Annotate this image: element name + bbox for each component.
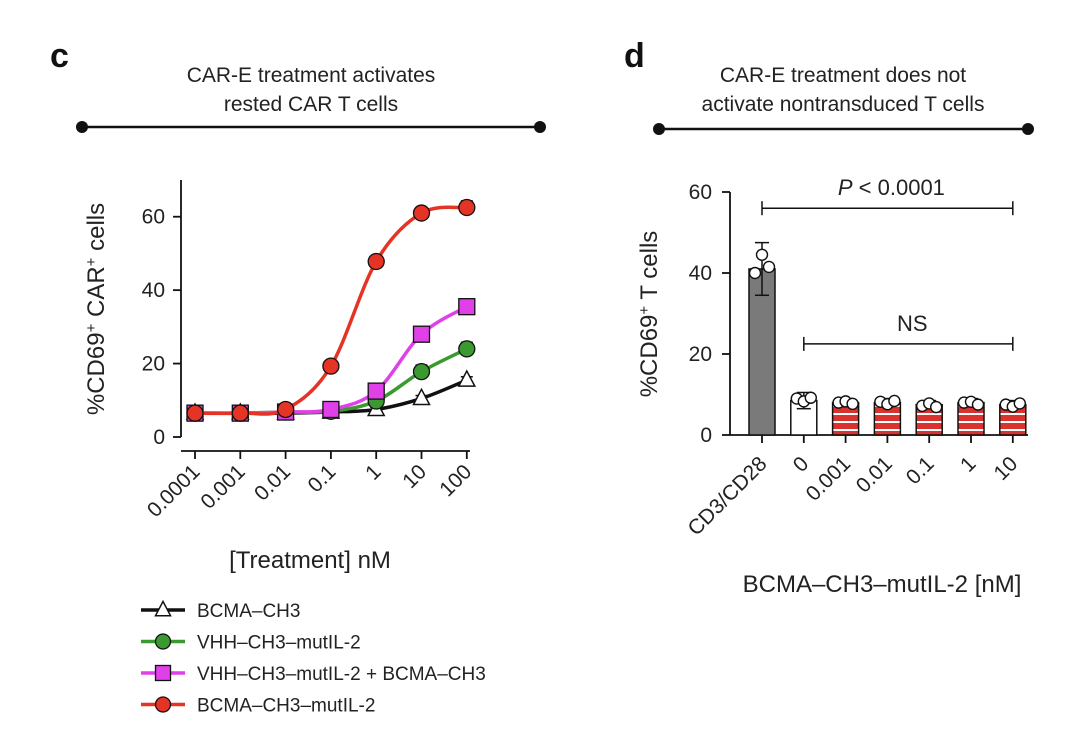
c-x-tick-label: 0.01: [250, 460, 295, 505]
d-y-tick-label: 60: [689, 181, 712, 204]
panel-d-header-line2: activate nontransduced T cells: [702, 93, 985, 116]
c-data-point: [186, 404, 204, 422]
panel-c-header-line1: CAR-E treatment activates: [187, 64, 436, 87]
legend-swatch-marker: [154, 696, 172, 713]
d-x-tick-label: 0.001: [802, 452, 855, 505]
d-y-tick-label: 20: [689, 343, 712, 366]
panel-d-header-line1: CAR-E treatment does not: [720, 64, 966, 87]
d-x-axis-label: BCMA–CH3–mutIL-2 [nM]: [743, 571, 1022, 598]
d-replicate-point: [804, 391, 817, 404]
d-x-tick-label: 0.01: [852, 452, 897, 497]
panel-c-header-line2: rested CAR T cells: [224, 93, 398, 116]
panel-d-header-rule: [653, 123, 1034, 135]
d-replicate-point: [755, 248, 769, 261]
d-replicate-point: [888, 394, 901, 408]
panel-letter-c: c: [50, 37, 69, 75]
d-x-tick-label: 10: [990, 452, 1023, 485]
c-x-tick-label: 100: [435, 460, 476, 501]
legend-label: VHH–CH3–mutIL-2 + BCMA–CH3: [197, 664, 486, 685]
legend-swatch-marker: [154, 599, 172, 617]
d-significance-label: NS: [897, 311, 928, 336]
c-data-point: [457, 369, 477, 387]
c-data-point: [458, 198, 476, 217]
c-x-tick-label: 0.1: [304, 460, 341, 497]
c-data-point: [276, 400, 295, 419]
c-x-tick-label: 0.0001: [143, 460, 205, 522]
c-y-tick-label: 0: [153, 426, 165, 449]
d-significance-label: P < 0.0001: [838, 175, 945, 200]
c-data-point: [458, 340, 476, 358]
c-y-tick-label: 60: [142, 206, 165, 229]
panel-c-header-rule: [76, 121, 546, 133]
d-x-tick-label: 0: [789, 452, 814, 477]
d-y-tick-label: 0: [700, 424, 712, 447]
c-y-tick-label: 40: [142, 279, 165, 302]
c-x-axis-label: [Treatment] nM: [229, 547, 391, 574]
c-data-point: [231, 404, 249, 422]
legend-label: BCMA–CH3–mutIL-2: [197, 696, 375, 717]
d-y-axis-label: %CD69+ T cells: [636, 231, 664, 398]
d-replicate-point: [748, 266, 762, 280]
d-y-tick-label: 40: [689, 262, 712, 285]
c-series-line: [194, 205, 468, 416]
c-data-point: [322, 400, 340, 419]
legend-swatch-marker: [154, 664, 172, 682]
d-x-tick-label: CD3/CD28: [683, 452, 771, 540]
c-data-point: [412, 204, 431, 222]
legend-swatch-marker: [154, 633, 172, 650]
c-data-point: [412, 362, 431, 381]
c-data-point: [412, 387, 431, 406]
d-x-tick-label: 1: [956, 452, 981, 477]
c-y-tick-label: 20: [142, 353, 165, 376]
c-x-tick-label: 0.001: [196, 460, 249, 513]
d-replicate-point: [930, 400, 943, 414]
c-data-point: [367, 252, 385, 271]
d-x-tick-label: 0.1: [902, 452, 939, 489]
legend-label: VHH–CH3–mutIL-2: [197, 633, 361, 654]
legend-label: BCMA–CH3: [197, 601, 300, 622]
d-replicate-point: [762, 260, 776, 274]
c-data-point: [367, 382, 385, 400]
c-y-axis-label: %CD69+ CAR+ cells: [83, 203, 111, 415]
c-data-point: [458, 298, 476, 316]
c-data-point: [322, 357, 340, 375]
d-replicate-point: [971, 398, 985, 411]
panel-letter-d: d: [624, 37, 645, 75]
d-replicate-point: [846, 397, 859, 411]
c-x-tick-label: 1: [361, 460, 386, 485]
d-replicate-point: [1013, 397, 1026, 410]
c-x-tick-label: 10: [398, 460, 431, 493]
c-data-point: [412, 325, 431, 343]
